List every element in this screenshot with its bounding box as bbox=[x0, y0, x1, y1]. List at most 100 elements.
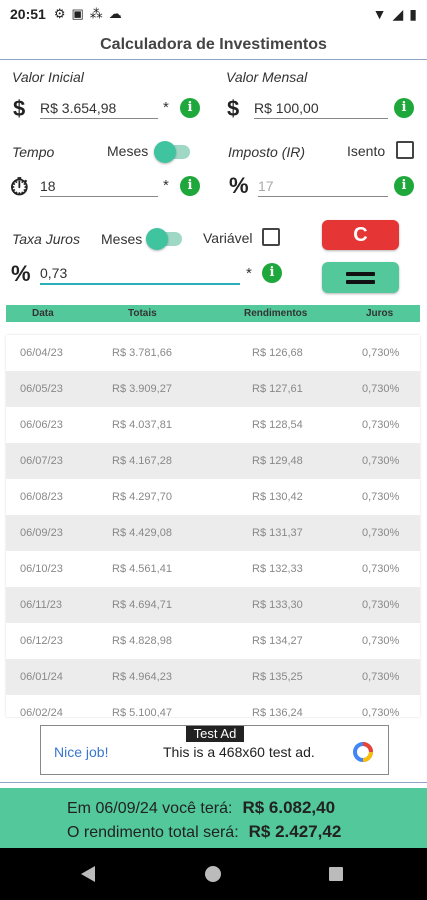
status-notification-icons: ⚙ ▣ ⁂ ☁ bbox=[54, 6, 122, 22]
column-header-data: Data bbox=[32, 308, 54, 319]
recent-apps-icon[interactable] bbox=[329, 867, 343, 881]
status-bar: 20:51 ⚙ ▣ ⁂ ☁ ▼ ◢ ▮ bbox=[0, 0, 427, 28]
table-header: Data Totais Rendimentos Juros bbox=[6, 305, 420, 322]
cell-rendimentos: R$ 128,54 bbox=[252, 419, 303, 431]
equals-icon bbox=[346, 272, 375, 276]
required-asterisk: * bbox=[163, 177, 169, 194]
table-row: 06/10/23 R$ 4.561,41 R$ 132,33 0,730% bbox=[6, 551, 420, 587]
cell-data: 06/04/23 bbox=[20, 347, 63, 359]
cell-juros: 0,730% bbox=[362, 491, 400, 503]
column-header-juros: Juros bbox=[366, 308, 394, 319]
info-icon[interactable]: i bbox=[180, 176, 200, 196]
cell-juros: 0,730% bbox=[362, 707, 400, 717]
image-icon: ▣ bbox=[71, 6, 84, 21]
results-table[interactable]: 06/04/23 R$ 3.781,66 R$ 126,68 0,730% 06/05/… bbox=[6, 335, 420, 717]
summary-line-total: Em 06/09/24 você terá: R$ 6.082,40 bbox=[67, 798, 335, 818]
cell-data: 06/02/24 bbox=[20, 707, 63, 717]
dollar-icon: $ bbox=[227, 96, 240, 121]
cell-rendimentos: R$ 132,33 bbox=[252, 563, 303, 575]
toggle-knob bbox=[154, 141, 176, 163]
calculate-button[interactable] bbox=[322, 262, 399, 293]
test-ad-badge: Test Ad bbox=[186, 726, 244, 742]
cell-totais: R$ 3.909,27 bbox=[112, 383, 172, 395]
table-row: 06/01/24 R$ 4.964,23 R$ 135,25 0,730% bbox=[6, 659, 420, 695]
cell-rendimentos: R$ 130,42 bbox=[252, 491, 303, 503]
table-row: 06/04/23 R$ 3.781,66 R$ 126,68 0,730% bbox=[6, 335, 420, 371]
table-row: 06/12/23 R$ 4.828,98 R$ 134,27 0,730% bbox=[6, 623, 420, 659]
clear-button[interactable]: C bbox=[322, 220, 399, 250]
cell-rendimentos: R$ 127,61 bbox=[252, 383, 303, 395]
cell-data: 06/05/23 bbox=[20, 383, 63, 395]
cell-rendimentos: R$ 136,24 bbox=[252, 707, 303, 717]
isento-checkbox[interactable] bbox=[396, 141, 414, 159]
table-row: 06/07/23 R$ 4.167,28 R$ 129,48 0,730% bbox=[6, 443, 420, 479]
ad-nice-text[interactable]: Nice job! bbox=[54, 744, 109, 760]
ad-banner[interactable]: Test Ad Nice job! This is a 468x60 test … bbox=[40, 725, 389, 775]
info-icon[interactable]: i bbox=[262, 263, 282, 283]
percent-icon: % bbox=[229, 173, 249, 198]
cell-data: 06/11/23 bbox=[20, 599, 63, 611]
cell-data: 06/10/23 bbox=[20, 563, 63, 575]
info-icon[interactable]: i bbox=[180, 98, 200, 118]
cell-totais: R$ 3.781,66 bbox=[112, 347, 172, 359]
taxa-juros-label: Taxa Juros bbox=[12, 231, 80, 247]
home-icon[interactable] bbox=[205, 866, 221, 882]
tempo-meses-label: Meses bbox=[107, 143, 149, 159]
cell-juros: 0,730% bbox=[362, 527, 400, 539]
imposto-input[interactable]: 17 bbox=[258, 178, 388, 197]
cell-data: 06/06/23 bbox=[20, 419, 63, 431]
divider bbox=[0, 782, 427, 783]
cell-juros: 0,730% bbox=[362, 347, 400, 359]
page-title: Calculadora de Investimentos bbox=[0, 30, 427, 60]
summary-rendimento-label: O rendimento total será: bbox=[67, 824, 239, 841]
valor-mensal-input[interactable]: R$ 100,00 bbox=[254, 100, 388, 119]
cell-data: 06/09/23 bbox=[20, 527, 63, 539]
back-icon[interactable] bbox=[81, 866, 95, 882]
taxa-juros-input[interactable]: 0,73 bbox=[40, 265, 240, 285]
table-row: 06/11/23 R$ 4.694,71 R$ 133,30 0,730% bbox=[6, 587, 420, 623]
status-system-icons: ▼ ◢ ▮ bbox=[373, 6, 417, 23]
cell-rendimentos: R$ 134,27 bbox=[252, 635, 303, 647]
toggle-knob bbox=[146, 228, 168, 250]
cell-totais: R$ 5.100,47 bbox=[112, 707, 172, 717]
column-header-totais: Totais bbox=[128, 308, 157, 319]
summary-rendimento-value: R$ 2.427,42 bbox=[248, 822, 342, 841]
info-icon[interactable]: i bbox=[394, 176, 414, 196]
clock-icon: ⏱ bbox=[10, 174, 29, 201]
cell-totais: R$ 4.037,81 bbox=[112, 419, 172, 431]
cell-totais: R$ 4.964,23 bbox=[112, 671, 172, 683]
cell-juros: 0,730% bbox=[362, 563, 400, 575]
variavel-checkbox[interactable] bbox=[262, 228, 280, 246]
tempo-input[interactable]: 18 bbox=[40, 178, 158, 197]
cell-rendimentos: R$ 131,37 bbox=[252, 527, 303, 539]
cloud-icon: ☁ bbox=[108, 6, 122, 21]
cell-data: 06/12/23 bbox=[20, 635, 63, 647]
battery-icon: ▮ bbox=[409, 5, 417, 22]
tempo-label: Tempo bbox=[12, 144, 55, 160]
cell-data: 06/01/24 bbox=[20, 671, 63, 683]
isento-label: Isento bbox=[347, 143, 386, 159]
status-time: 20:51 bbox=[10, 6, 46, 22]
imposto-label: Imposto (IR) bbox=[228, 144, 306, 160]
column-header-rendimentos: Rendimentos bbox=[244, 308, 308, 319]
cell-juros: 0,730% bbox=[362, 455, 400, 467]
cell-rendimentos: R$ 126,68 bbox=[252, 347, 303, 359]
tempo-meses-toggle[interactable] bbox=[154, 141, 190, 163]
info-icon[interactable]: i bbox=[394, 98, 414, 118]
table-row: 06/08/23 R$ 4.297,70 R$ 130,42 0,730% bbox=[6, 479, 420, 515]
cell-totais: R$ 4.167,28 bbox=[112, 455, 172, 467]
navigation-bar bbox=[0, 848, 427, 900]
table-row: 06/06/23 R$ 4.037,81 R$ 128,54 0,730% bbox=[6, 407, 420, 443]
gear-icon: ⚙ bbox=[53, 6, 66, 21]
valor-inicial-input[interactable]: R$ 3.654,98 bbox=[40, 100, 158, 119]
cell-rendimentos: R$ 133,30 bbox=[252, 599, 303, 611]
cell-juros: 0,730% bbox=[362, 599, 400, 611]
cell-juros: 0,730% bbox=[362, 383, 400, 395]
cell-data: 06/07/23 bbox=[20, 455, 63, 467]
table-row: 06/02/24 R$ 5.100,47 R$ 136,24 0,730% bbox=[6, 695, 420, 717]
cell-juros: 0,730% bbox=[362, 419, 400, 431]
ad-text[interactable]: This is a 468x60 test ad. bbox=[163, 744, 315, 760]
cell-totais: R$ 4.694,71 bbox=[112, 599, 172, 611]
dollar-icon: $ bbox=[13, 96, 26, 121]
taxa-meses-toggle[interactable] bbox=[146, 228, 182, 250]
